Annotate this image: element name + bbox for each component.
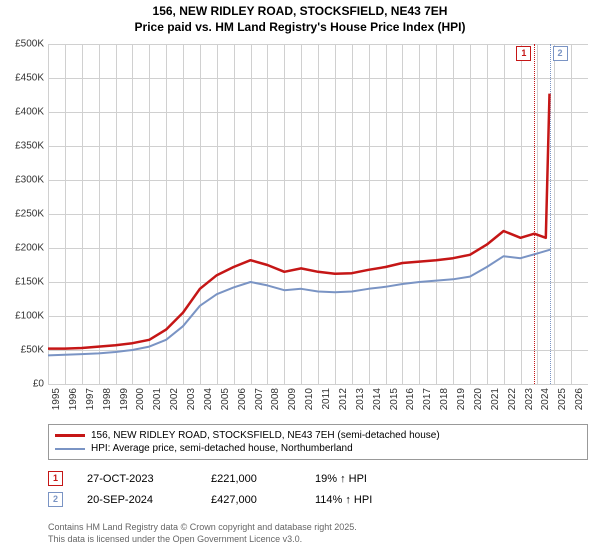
x-tick-label: 1999 [119, 388, 130, 410]
legend-item-hpi: HPI: Average price, semi-detached house,… [55, 442, 581, 455]
x-tick-label: 2010 [304, 388, 315, 410]
x-tick-label: 2011 [321, 388, 332, 410]
sale-pct: 114% ↑ HPI [315, 494, 415, 506]
y-tick-label: £100K [15, 311, 44, 322]
legend-swatch-hpi [55, 448, 85, 450]
sale-price: £221,000 [211, 473, 291, 485]
sales-table: 1 27-OCT-2023 £221,000 19% ↑ HPI 2 20-SEP-202… [48, 468, 588, 510]
x-tick-label: 2005 [220, 388, 231, 410]
x-tick-label: 2013 [355, 388, 366, 410]
x-tick-label: 2008 [270, 388, 281, 410]
footnote: Contains HM Land Registry data © Crown c… [48, 522, 357, 545]
x-tick-label: 2003 [186, 388, 197, 410]
y-tick-label: £400K [15, 107, 44, 118]
y-tick-label: £350K [15, 141, 44, 152]
legend-label-hpi: HPI: Average price, semi-detached house,… [91, 443, 353, 454]
x-tick-label: 2014 [372, 388, 383, 410]
x-tick-label: 2021 [490, 388, 501, 410]
series-hpi [48, 249, 551, 355]
x-tick-label: 2022 [507, 388, 518, 410]
sale-row: 2 20-SEP-2024 £427,000 114% ↑ HPI [48, 489, 588, 510]
x-tick-label: 2001 [152, 388, 163, 410]
y-tick-label: £450K [15, 73, 44, 84]
x-tick-label: 2004 [203, 388, 214, 410]
x-tick-label: 2012 [338, 388, 349, 410]
sale-marker-icon: 2 [48, 492, 63, 507]
x-tick-label: 2019 [456, 388, 467, 410]
y-tick-label: £200K [15, 243, 44, 254]
chart-title-line1: 156, NEW RIDLEY ROAD, STOCKSFIELD, NE43 … [0, 0, 600, 20]
x-tick-label: 2020 [473, 388, 484, 410]
x-tick-label: 2018 [439, 388, 450, 410]
sale-price: £427,000 [211, 494, 291, 506]
x-tick-label: 2007 [254, 388, 265, 410]
sale-row: 1 27-OCT-2023 £221,000 19% ↑ HPI [48, 468, 588, 489]
legend-item-property: 156, NEW RIDLEY ROAD, STOCKSFIELD, NE43 … [55, 429, 581, 442]
footnote-line1: Contains HM Land Registry data © Crown c… [48, 522, 357, 534]
x-tick-label: 2006 [237, 388, 248, 410]
sale-pct: 19% ↑ HPI [315, 473, 415, 485]
y-tick-label: £250K [15, 209, 44, 220]
x-tick-label: 2024 [540, 388, 551, 410]
x-tick-label: 2023 [524, 388, 535, 410]
x-tick-label: 1998 [102, 388, 113, 410]
x-tick-label: 2025 [557, 388, 568, 410]
chart-container: 156, NEW RIDLEY ROAD, STOCKSFIELD, NE43 … [0, 0, 600, 560]
legend-swatch-property [55, 434, 85, 437]
sale-date: 20-SEP-2024 [87, 494, 187, 506]
x-tick-label: 2016 [405, 388, 416, 410]
sale-marker-icon: 1 [48, 471, 63, 486]
y-tick-label: £0 [33, 379, 44, 390]
plot-area: £0£50K£100K£150K£200K£250K£300K£350K£400… [48, 44, 588, 384]
x-tick-label: 2017 [422, 388, 433, 410]
x-tick-label: 2009 [287, 388, 298, 410]
x-tick-label: 1997 [85, 388, 96, 410]
y-tick-label: £500K [15, 39, 44, 50]
y-tick-label: £50K [21, 345, 44, 356]
legend: 156, NEW RIDLEY ROAD, STOCKSFIELD, NE43 … [48, 424, 588, 460]
chart-title-line2: Price paid vs. HM Land Registry's House … [0, 20, 600, 34]
y-tick-label: £300K [15, 175, 44, 186]
x-tick-label: 1995 [51, 388, 62, 410]
sale-date: 27-OCT-2023 [87, 473, 187, 485]
x-tick-label: 2026 [574, 388, 585, 410]
x-tick-label: 1996 [68, 388, 79, 410]
legend-label-property: 156, NEW RIDLEY ROAD, STOCKSFIELD, NE43 … [91, 430, 440, 441]
series-property [48, 94, 550, 349]
line-chart-svg [48, 44, 588, 384]
footnote-line2: This data is licensed under the Open Gov… [48, 534, 357, 546]
y-tick-label: £150K [15, 277, 44, 288]
x-tick-label: 2015 [389, 388, 400, 410]
x-tick-label: 2002 [169, 388, 180, 410]
x-tick-label: 2000 [135, 388, 146, 410]
